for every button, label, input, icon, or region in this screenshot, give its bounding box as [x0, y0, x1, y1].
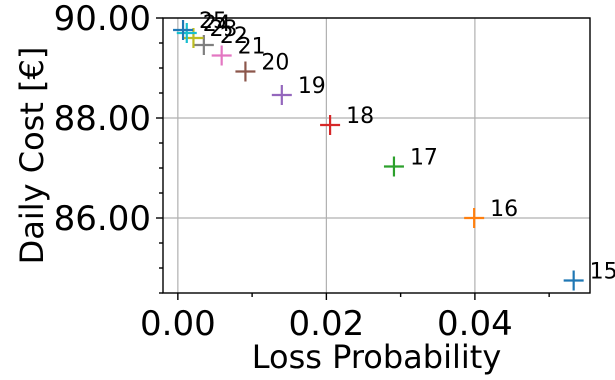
data-point [563, 270, 584, 291]
y-tick-label: 90.00 [54, 0, 151, 39]
data-point-label: 16 [490, 197, 518, 222]
data-point [176, 23, 197, 43]
tick-labels: 0.00 0.02 0.04 86.00 88.00 90.00 [54, 0, 513, 344]
data-point [320, 115, 341, 135]
x-tick-label: 0.04 [437, 304, 513, 344]
data-point [271, 85, 292, 105]
data-point-label: 24 [203, 12, 231, 37]
grid-lines [163, 17, 590, 293]
x-tick-label: 0.02 [289, 304, 365, 344]
data-point-label: 18 [346, 104, 374, 129]
data-point [383, 156, 404, 177]
x-tick-label: 0.00 [140, 304, 216, 344]
data-point [173, 20, 194, 40]
data-point [193, 35, 214, 55]
data-point-label: 17 [410, 146, 438, 171]
y-axis-label: Daily Cost [€] [13, 47, 51, 265]
data-point-label: 22 [220, 24, 248, 49]
y-tick-label: 86.00 [54, 199, 151, 239]
data-point-label: 25 [199, 9, 227, 34]
data-point-label: 21 [238, 35, 266, 60]
axis-ticks [156, 17, 550, 300]
data-point-label: 19 [298, 74, 326, 99]
data-point-label: 15 [590, 260, 615, 285]
plot-frame [162, 17, 591, 294]
data-point [464, 208, 485, 228]
data-points [173, 20, 584, 291]
data-point-label: 20 [261, 51, 289, 76]
data-point-label: 23 [209, 17, 237, 42]
data-point [211, 45, 232, 66]
x-axis-label: Loss Probability [252, 338, 502, 376]
data-point [235, 61, 256, 82]
y-tick-label: 88.00 [54, 99, 151, 139]
